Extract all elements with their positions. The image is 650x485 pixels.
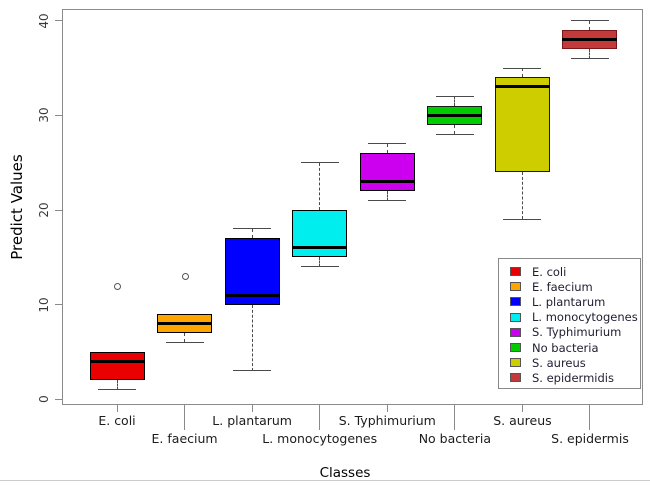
x-tick	[521, 405, 523, 412]
x-tick	[251, 405, 253, 412]
lower-whisker-cap	[300, 266, 339, 268]
upper-whisker-cap	[503, 67, 542, 69]
x-tick-label: S. Typhimurium	[338, 413, 436, 428]
lower-whisker-line	[184, 333, 186, 343]
median-line	[292, 246, 348, 250]
boxplot-box	[292, 210, 348, 258]
median-line	[427, 113, 483, 117]
y-tick	[55, 304, 62, 306]
x-tick-label: L. monocytogenes	[262, 431, 378, 446]
legend-item: L. plantarum	[499, 294, 640, 309]
upper-whisker-cap	[435, 95, 474, 97]
y-tick	[55, 398, 62, 400]
legend-swatch	[510, 267, 521, 277]
upper-whisker-cap	[300, 162, 339, 164]
lower-whisker-cap	[165, 342, 204, 343]
lower-whisker-cap	[503, 218, 542, 220]
legend-label: S. aureus	[532, 355, 586, 370]
outlier-point	[114, 282, 121, 290]
x-tick-label: S. epidermis	[551, 431, 629, 446]
boxplot-box	[359, 153, 415, 192]
lower-whisker-line	[116, 380, 118, 390]
legend-label: L. monocytogenes	[532, 310, 638, 325]
upper-whisker-line	[521, 68, 523, 78]
legend-label: No bacteria	[532, 340, 599, 355]
legend-label: L. plantarum	[532, 294, 606, 309]
legend-swatch	[510, 297, 521, 307]
median-line	[224, 293, 280, 297]
x-tick-label: E. faecium	[151, 431, 218, 446]
median-line	[157, 322, 213, 326]
lower-whisker-line	[454, 124, 456, 135]
upper-whisker-line	[319, 162, 321, 210]
boxplot-box	[224, 238, 280, 305]
y-tick-label: 10	[37, 297, 51, 313]
legend-label: E. faecium	[532, 279, 593, 294]
lower-whisker-line	[319, 257, 321, 267]
legend-swatch	[510, 282, 521, 292]
legend-swatch	[510, 327, 521, 337]
lower-whisker-cap	[98, 389, 136, 391]
upper-whisker-line	[386, 143, 388, 154]
window-bottom-edge	[0, 480, 650, 481]
y-tick	[55, 114, 62, 116]
legend-label: S. epidermidis	[532, 370, 614, 385]
x-tick	[116, 405, 118, 412]
x-tick	[454, 405, 456, 430]
legend-swatch	[510, 312, 521, 322]
legend-item: E. faecium	[499, 279, 640, 294]
y-tick-label: 0	[37, 395, 51, 404]
boxplot-box	[494, 77, 550, 173]
outlier-point	[181, 273, 189, 281]
lower-whisker-cap	[570, 58, 609, 60]
x-tick	[184, 405, 186, 430]
y-axis-title: Predict Values	[8, 154, 26, 260]
lower-whisker-line	[521, 172, 523, 220]
y-tick-label: 40	[37, 13, 51, 29]
lower-whisker-cap	[233, 370, 272, 372]
median-line	[494, 85, 550, 89]
legend-label: E. coli	[532, 264, 567, 279]
median-line	[562, 38, 618, 42]
upper-whisker-cap	[570, 20, 609, 22]
lower-whisker-line	[251, 304, 253, 371]
lower-whisker-cap	[368, 200, 407, 202]
legend-swatch	[510, 343, 521, 353]
x-tick	[589, 405, 591, 430]
legend-swatch	[510, 373, 521, 383]
legend-item: L. monocytogenes	[499, 310, 640, 325]
y-tick	[55, 20, 62, 22]
lower-whisker-line	[386, 191, 388, 201]
x-tick-label: No bacteria	[418, 431, 491, 446]
upper-whisker-line	[589, 20, 591, 31]
legend-swatch	[510, 358, 521, 368]
lower-whisker-cap	[435, 133, 474, 135]
lower-whisker-line	[589, 49, 591, 59]
median-line	[89, 359, 145, 363]
upper-whisker-line	[251, 228, 253, 239]
x-tick-label: E. coli	[98, 413, 136, 428]
legend-item: No bacteria	[499, 340, 640, 355]
median-line	[359, 180, 415, 184]
legend-item: S. Typhimurium	[499, 325, 640, 340]
x-axis-title: Classes	[319, 465, 371, 481]
boxplot-box	[89, 351, 145, 381]
legend: E. coli E. faecium L. plantarum L. monocyto…	[498, 258, 641, 389]
upper-whisker-cap	[368, 143, 407, 145]
x-tick-label: S. aureus	[493, 413, 552, 428]
upper-whisker-cap	[233, 228, 272, 230]
x-tick	[386, 405, 388, 412]
legend-label: S. Typhimurium	[532, 325, 622, 340]
upper-whisker-line	[454, 96, 456, 106]
legend-item: E. coli	[499, 264, 640, 279]
legend-item: S. epidermidis	[499, 370, 640, 385]
x-tick-label: L. plantarum	[212, 413, 292, 428]
x-tick	[319, 405, 321, 430]
y-tick-label: 30	[37, 107, 51, 123]
y-tick-label: 20	[37, 202, 51, 218]
y-tick	[55, 209, 62, 211]
legend-item: S. aureus	[499, 355, 640, 370]
